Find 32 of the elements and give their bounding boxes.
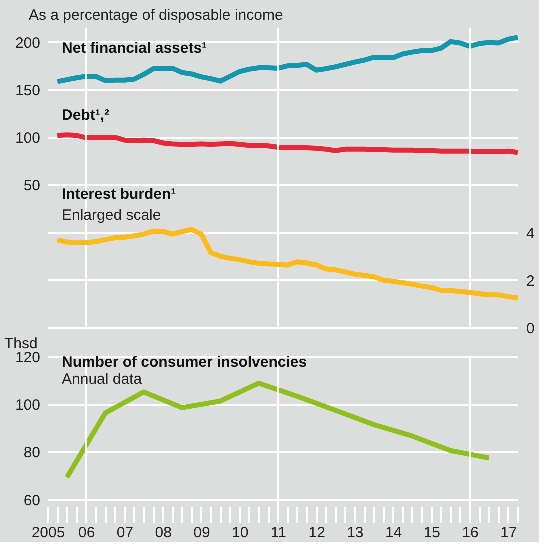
x-tick-label: 10 — [232, 524, 249, 542]
series-label: Net financial assets¹ — [62, 40, 208, 57]
x-tick-label: 2005 — [32, 524, 66, 542]
y-tick-label: 120 — [15, 350, 40, 366]
x-tick-label: 11 — [270, 524, 286, 542]
y2-tick-label: 2 — [526, 272, 535, 290]
x-tick-label: 13 — [347, 524, 364, 542]
x-tick-label: 08 — [155, 524, 172, 542]
y-axis-title: Thsd — [4, 336, 38, 352]
series-label: Debt¹,² — [62, 107, 110, 124]
x-tick-label: 17 — [500, 524, 518, 542]
x-tick-label: 16 — [462, 524, 479, 542]
y2-tick-label: 0 — [526, 320, 535, 338]
y-tick-label: 150 — [15, 82, 40, 100]
series-label: Number of consumer insolvencies — [62, 354, 308, 371]
chart-subtitle: As a percentage of disposable income — [28, 7, 284, 24]
x-tick-label: 12 — [308, 524, 326, 542]
y2-tick-label: 4 — [526, 225, 535, 242]
x-tick-label: 06 — [78, 524, 96, 542]
y-tick-label: 100 — [15, 397, 40, 414]
y-tick-label: 50 — [24, 178, 40, 195]
y-tick-label: 60 — [24, 492, 40, 510]
series-label: Interest burden¹ — [62, 186, 176, 203]
annotation: Enlarged scale — [62, 207, 162, 224]
x-tick-label: 09 — [194, 524, 210, 542]
annotation: Annual data — [62, 371, 143, 388]
y-tick-label: 100 — [15, 130, 40, 148]
x-tick-label: 14 — [385, 524, 402, 542]
y-tick-label: 80 — [24, 444, 40, 462]
x-tick-label: 07 — [116, 524, 134, 542]
y-tick-label: 200 — [15, 34, 40, 52]
x-tick-label: 15 — [424, 524, 441, 542]
